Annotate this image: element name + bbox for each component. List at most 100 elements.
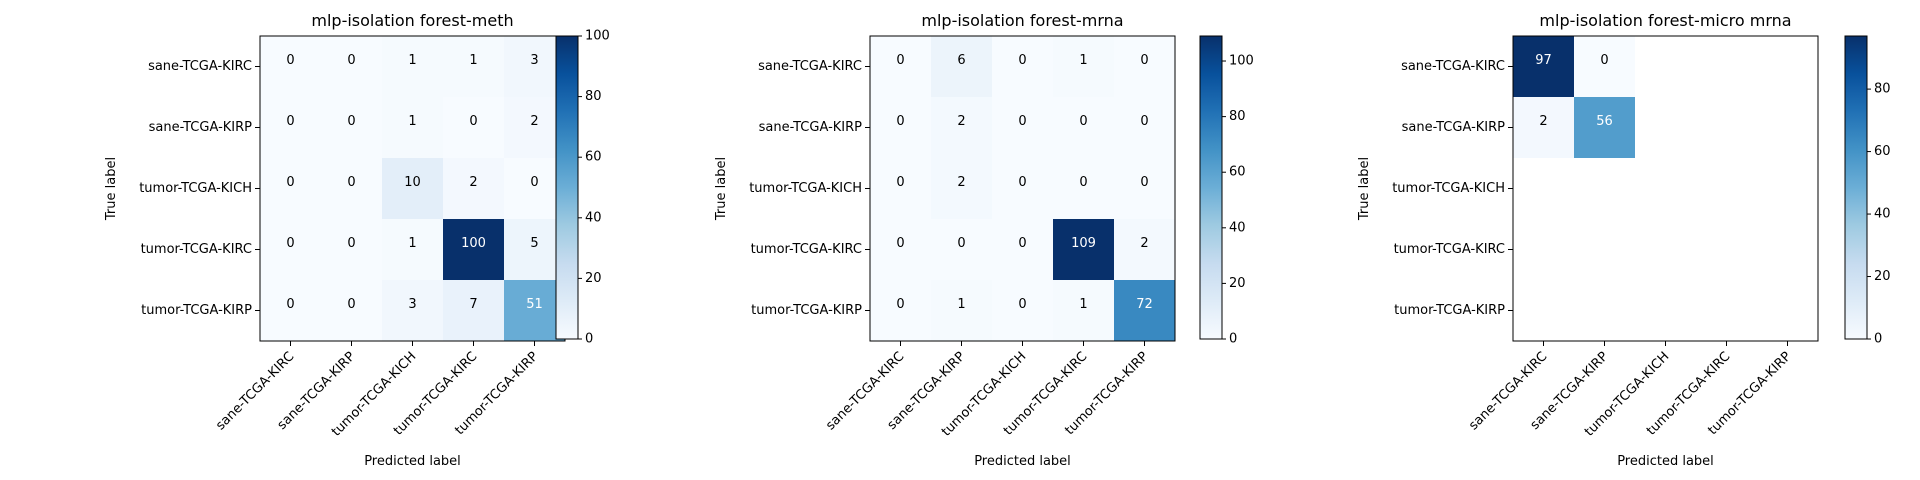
- cell-value-label: 0: [1079, 175, 1087, 190]
- heatmap-cell: [1053, 280, 1114, 341]
- cell-value-label: 1: [469, 53, 477, 68]
- heatmap-cell: [504, 36, 565, 97]
- heatmap-cell: [504, 97, 565, 158]
- y-axis-label: True label: [714, 157, 729, 221]
- heatmap-cell: [321, 97, 382, 158]
- heatmap-cell: [382, 158, 443, 219]
- heatmap-cell: [260, 280, 321, 341]
- cell-value-label: 0: [1018, 114, 1026, 129]
- cell-value-label: 0: [1018, 236, 1026, 251]
- cell-value-label: 2: [1539, 114, 1547, 129]
- cell-value-label: 0: [286, 114, 294, 129]
- heatmap-cell: [443, 219, 504, 280]
- heatmap-cell: [443, 36, 504, 97]
- cell-value-label: 0: [1140, 175, 1148, 190]
- cell-value-label: 0: [286, 53, 294, 68]
- colorbar-tick-label: 60: [1229, 165, 1246, 180]
- cell-value-label: 0: [1079, 114, 1087, 129]
- cell-value-label: 0: [1018, 53, 1026, 68]
- y-tick-label: sane-TCGA-KIRP: [149, 120, 252, 135]
- colorbar-tick-label: 100: [1229, 54, 1254, 69]
- heatmap-cell: [382, 36, 443, 97]
- cell-value-label: 5: [530, 236, 538, 251]
- colorbar-tick-label: 40: [1874, 207, 1891, 222]
- heatmap-cell: [992, 97, 1053, 158]
- heatmap-cell: [870, 36, 931, 97]
- y-tick-label: tumor-TCGA-KIRC: [1394, 242, 1505, 257]
- y-tick-label: tumor-TCGA-KIRP: [751, 303, 862, 318]
- heatmap-cell: [1114, 158, 1175, 219]
- x-axis-label: Predicted label: [364, 454, 461, 469]
- cell-value-label: 1: [1079, 297, 1087, 312]
- cell-value-label: 2: [530, 114, 538, 129]
- y-axis-label: True label: [104, 157, 119, 221]
- y-tick-label: tumor-TCGA-KICH: [139, 181, 252, 196]
- heatmap-cell: [1574, 97, 1635, 158]
- cell-value-label: 0: [896, 297, 904, 312]
- colorbar-frame: [555, 35, 579, 340]
- heatmap-cell: [1053, 158, 1114, 219]
- cell-value-label: 109: [1071, 236, 1096, 251]
- heatmap-cell: [504, 280, 565, 341]
- heatmap-cell: [1053, 36, 1114, 97]
- heatmap-cell: [1053, 97, 1114, 158]
- cell-value-label: 2: [957, 114, 965, 129]
- cell-value-label: 0: [1018, 297, 1026, 312]
- cell-value-label: 100: [461, 236, 486, 251]
- cell-value-label: 0: [957, 236, 965, 251]
- heatmap-cell: [1574, 36, 1635, 97]
- y-tick-label: tumor-TCGA-KIRC: [751, 242, 862, 257]
- cell-value-label: 3: [530, 53, 538, 68]
- cell-value-label: 0: [469, 114, 477, 129]
- cell-value-label: 2: [957, 175, 965, 190]
- heatmap-cell: [321, 219, 382, 280]
- heatmap-cell: [1114, 280, 1175, 341]
- heatmap-cell: [870, 280, 931, 341]
- cell-value-label: 0: [286, 297, 294, 312]
- colorbar-tick-label: 20: [585, 271, 602, 286]
- colorbar-tick-label: 20: [1874, 269, 1891, 284]
- cell-value-label: 0: [347, 175, 355, 190]
- cell-value-label: 7: [469, 297, 477, 312]
- colorbar-tick-label: 20: [1229, 276, 1246, 291]
- heatmap-cell: [870, 158, 931, 219]
- cell-value-label: 1: [408, 236, 416, 251]
- heatmap-cell: [1513, 97, 1574, 158]
- y-tick-label: sane-TCGA-KIRC: [758, 59, 862, 74]
- colorbar-tick-label: 0: [1229, 332, 1237, 347]
- y-tick-label: tumor-TCGA-KIRP: [1394, 303, 1505, 318]
- cell-value-label: 0: [530, 175, 538, 190]
- colorbar-tick-label: 80: [585, 89, 602, 104]
- heatmap-cell: [931, 219, 992, 280]
- colorbar-frame: [1199, 35, 1223, 340]
- y-tick-label: sane-TCGA-KIRC: [148, 59, 252, 74]
- heatmap-cell: [1114, 97, 1175, 158]
- cell-value-label: 3: [408, 297, 416, 312]
- cell-value-label: 1: [1079, 53, 1087, 68]
- chart-title: mlp-isolation forest-mrna: [921, 11, 1123, 30]
- panel-2: 0 6 0 1 00 2 0 0 00 2 0 0 00 0 0 109 20 1 0 1 72mlp-isolatio…: [714, 11, 1254, 469]
- heatmap-cell: [504, 219, 565, 280]
- cell-value-label: 97: [1535, 53, 1552, 68]
- heatmap-cell: [1114, 36, 1175, 97]
- heatmap-cell: [992, 158, 1053, 219]
- cell-value-label: 56: [1596, 114, 1613, 129]
- cell-value-label: 1: [408, 114, 416, 129]
- x-axis-label: Predicted label: [974, 454, 1071, 469]
- y-tick-label: sane-TCGA-KIRP: [759, 120, 862, 135]
- y-axis-label: True label: [1357, 157, 1372, 221]
- chart-title: mlp-isolation forest-micro mrna: [1539, 11, 1791, 30]
- heatmap-cell: [1053, 219, 1114, 280]
- heatmap-cell: [992, 36, 1053, 97]
- heatmap-cell: [260, 219, 321, 280]
- panel-3: 97 0 2 56 mlp-isolation forest-micro mrna san…: [1357, 11, 1891, 469]
- colorbar-tick-label: 40: [585, 210, 602, 225]
- y-tick-label: tumor-TCGA-KIRC: [141, 242, 252, 257]
- cell-value-label: 0: [286, 175, 294, 190]
- panel-1: 0 0 1 1 30 0 1 0 20 0 10 2 00 0 1 100 50 0 3 7 51mlp-isolati…: [104, 11, 610, 469]
- colorbar-tick-label: 40: [1229, 220, 1246, 235]
- x-axis-label: Predicted label: [1617, 454, 1714, 469]
- cell-value-label: 0: [896, 236, 904, 251]
- heatmap-cell: [382, 219, 443, 280]
- heatmap-cell: [931, 97, 992, 158]
